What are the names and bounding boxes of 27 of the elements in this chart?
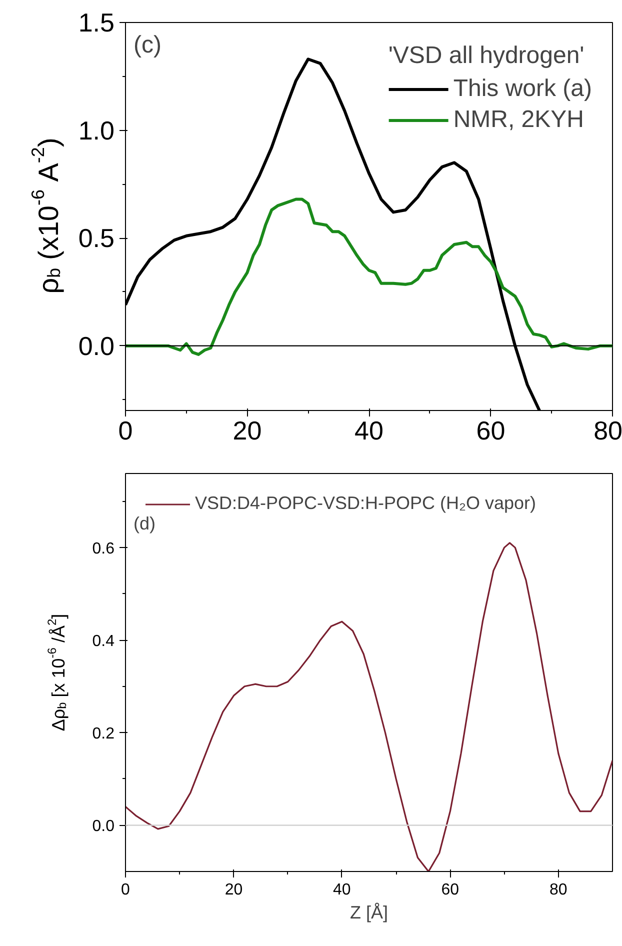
x-tick-label: 0 bbox=[121, 882, 130, 898]
x-tick-label: 40 bbox=[333, 882, 351, 898]
x-axis-title: Z [Å] bbox=[350, 902, 388, 922]
y-axis-title: Δρb [x 10-6 /Å2] bbox=[44, 614, 70, 732]
legend-label: NMR, 2KYH bbox=[453, 106, 584, 134]
y-tick-label: 0.2 bbox=[92, 726, 115, 743]
x-tick-label: 20 bbox=[232, 416, 262, 446]
y-tick-label: 0.6 bbox=[92, 540, 115, 558]
y-tick-label: 0.5 bbox=[78, 223, 115, 254]
x-tick-label: 20 bbox=[224, 882, 243, 898]
x-tick-label: 60 bbox=[476, 416, 506, 446]
y-tick-label: 0.4 bbox=[92, 633, 115, 650]
text: 0.0 bbox=[92, 818, 115, 836]
x-tick-label: 40 bbox=[354, 416, 384, 446]
legend-title: 'VSD all hydrogen' bbox=[388, 42, 586, 70]
y-axis-title: ρb (x10-6 A-2) bbox=[28, 138, 64, 294]
x-tick-label: 0 bbox=[118, 416, 133, 446]
y-tick-label: 1.5 bbox=[78, 8, 115, 38]
text: 1.0 bbox=[78, 115, 115, 146]
annotation: (d) bbox=[134, 514, 156, 534]
x-tick-label: 60 bbox=[441, 882, 460, 898]
legend-label: VSD:D4-POPC-VSD:H-POPC (H₂O vapor) bbox=[195, 493, 536, 514]
x-tick-label: 80 bbox=[594, 416, 622, 446]
legend-label: This work (a) bbox=[453, 75, 592, 103]
text: 0.0 bbox=[78, 330, 115, 361]
x-tick-label: 80 bbox=[549, 882, 568, 898]
annotation: (c) bbox=[134, 32, 162, 58]
